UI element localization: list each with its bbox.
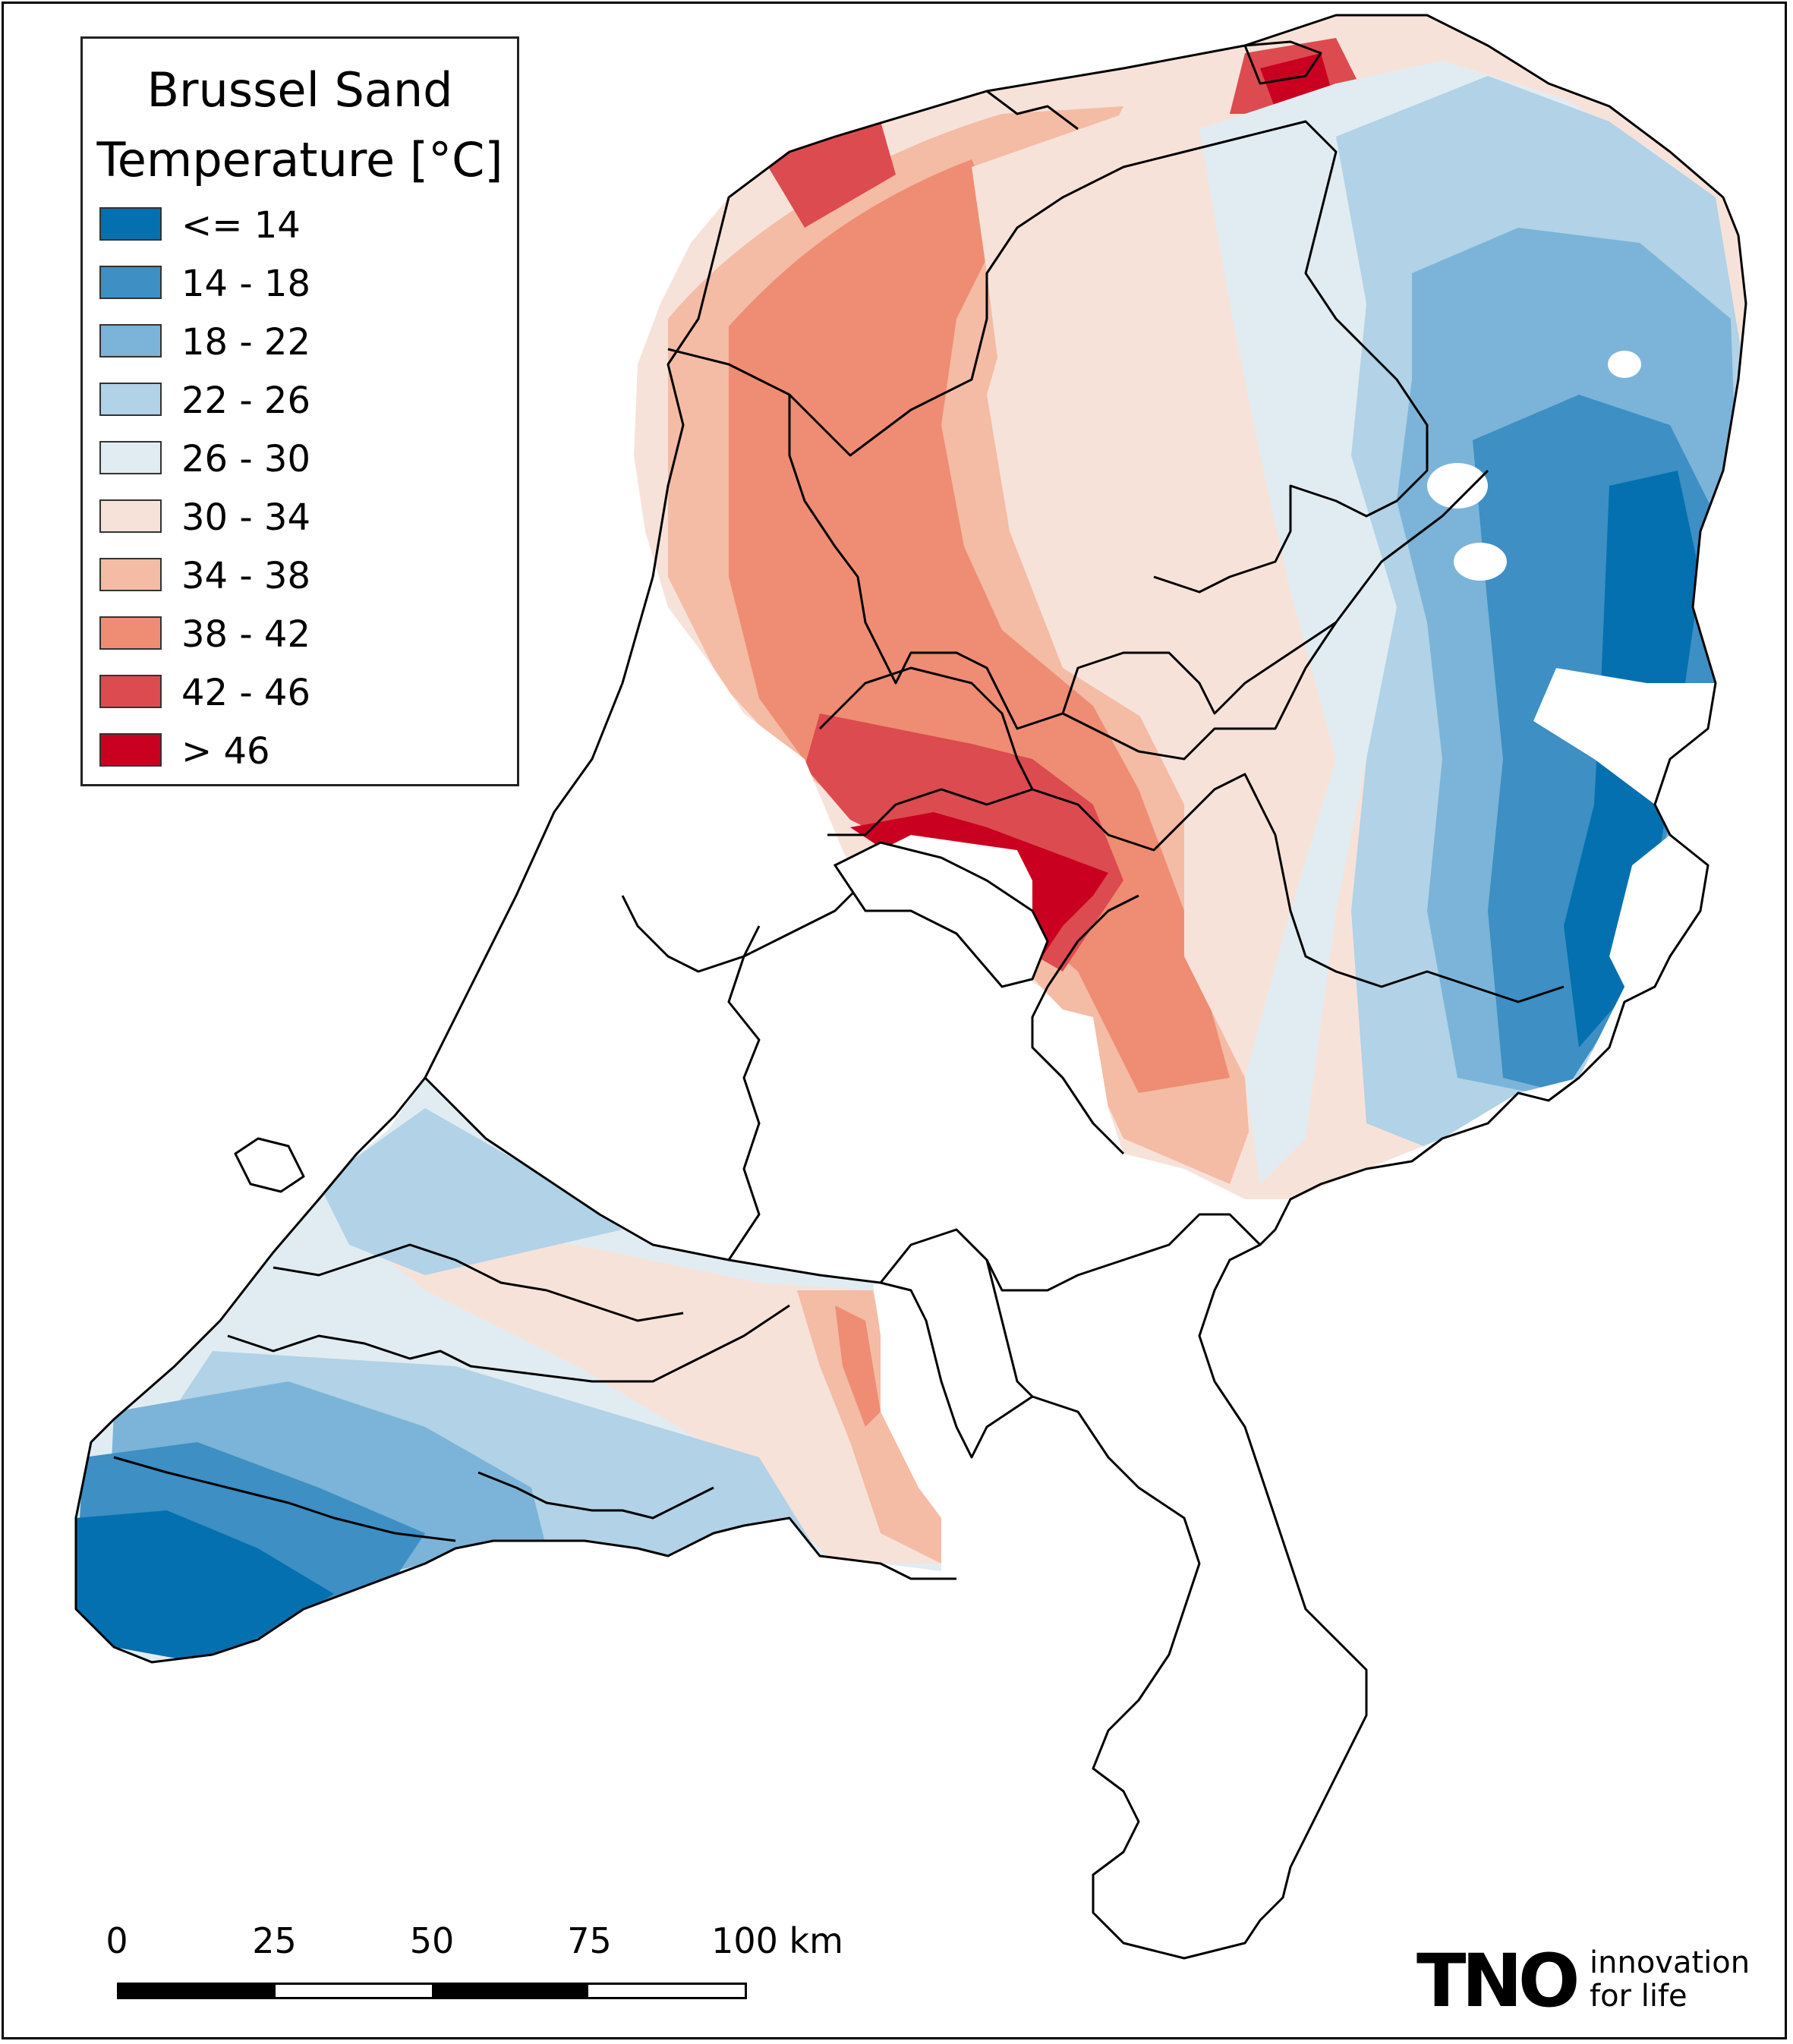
legend-label: 26 - 30 xyxy=(181,438,310,480)
tagline-line-2: for life xyxy=(1590,1979,1687,2014)
legend-label: > 46 xyxy=(181,730,270,773)
legend-label: <= 14 xyxy=(181,204,301,247)
scale-bar-segment xyxy=(276,1985,432,1997)
legend-label: 30 - 34 xyxy=(181,496,310,539)
legend: Brussel Sand Temperature [°C] <= 14 14 - … xyxy=(80,36,519,786)
legend-swatch xyxy=(99,383,162,416)
scale-bar-tick-label: 75 xyxy=(567,1920,612,1961)
legend-swatch xyxy=(99,675,162,708)
legend-swatch xyxy=(99,324,162,357)
logo-tagline: innovation for life xyxy=(1590,1946,1750,2013)
legend-swatch xyxy=(99,558,162,591)
scale-bar-segment xyxy=(119,1985,276,1997)
legend-swatch xyxy=(99,266,162,299)
legend-title-line-2: Temperature [°C] xyxy=(96,132,503,187)
tno-logo: TNO innovation for life xyxy=(1416,1943,1766,2019)
legend-label: 14 - 18 xyxy=(181,263,310,305)
scale-bar-segments xyxy=(117,1983,747,1999)
legend-label: 34 - 38 xyxy=(181,555,310,597)
scale-bar-tick-label: 50 xyxy=(409,1920,455,1961)
lake-outline xyxy=(833,841,1049,988)
legend-label: 22 - 26 xyxy=(181,380,310,422)
legend-swatch xyxy=(99,207,162,241)
scale-bar-tick-label: 100 km xyxy=(711,1920,843,1961)
tagline-line-1: innovation xyxy=(1590,1945,1750,1980)
legend-label: 38 - 42 xyxy=(181,613,310,656)
country-and-province-boundaries xyxy=(74,14,1747,1960)
legend-title: Brussel Sand Temperature [°C] xyxy=(83,55,517,195)
legend-label: 18 - 22 xyxy=(181,321,310,364)
scale-bar-tick-label: 0 xyxy=(106,1920,128,1961)
legend-swatch xyxy=(99,733,162,767)
legend-label: 42 - 46 xyxy=(181,672,310,714)
legend-swatch xyxy=(99,499,162,533)
logo-mark: TNO xyxy=(1416,1938,1580,2024)
north-temperature-field xyxy=(634,15,1746,1199)
scale-bar-segment xyxy=(432,1985,588,1997)
scale-bar-segment xyxy=(588,1985,745,1997)
scale-bar: 0 25 50 75 100 km xyxy=(106,1920,843,2027)
south-temperature-field xyxy=(76,1078,941,1662)
legend-title-line-1: Brussel Sand xyxy=(147,62,453,118)
scale-bar-tick-label: 25 xyxy=(252,1920,297,1961)
legend-swatch xyxy=(99,616,162,650)
legend-swatch xyxy=(99,441,162,474)
